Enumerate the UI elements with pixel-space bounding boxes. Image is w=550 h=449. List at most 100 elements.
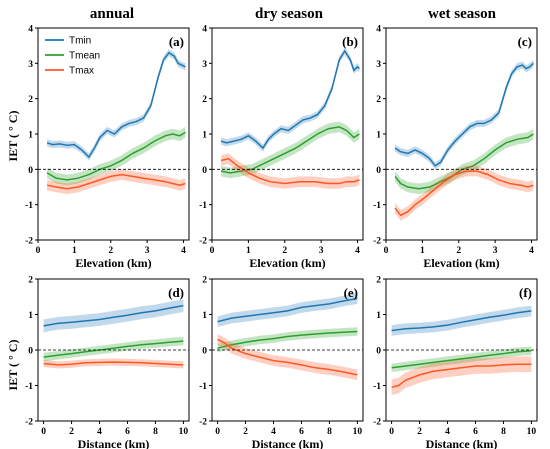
band-tmax [43,358,184,369]
x-tick-label: 3 [493,246,498,256]
x-axis-label: Distance (km) [252,437,324,449]
x-tick-label: 4 [529,246,534,256]
y-tick-label: 3 [28,60,33,70]
y-tick-label: -2 [373,237,381,247]
panel-label: (d) [168,285,184,300]
y-tick-label: -2 [25,237,33,247]
y-tick-label: -1 [199,201,207,211]
column-title-wet-season: wet season [428,6,497,22]
panel-label: (e) [344,285,358,300]
band-tmean [47,126,186,186]
x-axis-label: Distance (km) [426,437,498,449]
x-tick-label: 2 [69,427,74,437]
y-tick-label: 2 [28,95,33,105]
y-tick-label: -1 [373,382,381,392]
y-tick-label: 2 [28,276,33,286]
x-tick-label: 4 [271,427,276,437]
x-axis-label: Elevation (km) [423,256,499,270]
panel-b: -2 -1 0 1 2 3 4 0 1 2 3 4 Elevation (km) (b) [199,25,364,270]
x-tick-label: 0 [215,427,220,437]
x-tick-label: 0 [389,427,394,437]
y-tick-label: -1 [25,201,33,211]
series-line-tmax [46,173,186,190]
band-tmean [221,121,360,179]
band-tmax [47,169,186,195]
series-line-tmax [43,361,184,366]
series-line-tmin [217,297,358,323]
y-tick-label: -2 [199,237,207,247]
series-line-tmean [391,349,532,369]
y-tick-label: 3 [376,60,381,70]
y-tick-label: -2 [199,418,207,428]
panel-f: -2 -1 0 1 2 0 2 4 6 8 10 Distance (km) (f) [373,276,538,449]
x-tick-label: 3 [145,246,150,256]
column-title-annual: annual [90,6,134,22]
y-tick-label: 1 [202,131,207,141]
band-tmin [47,49,186,161]
y-tick-label: 3 [202,60,207,70]
series-line-tmean [217,330,358,349]
legend: Tmin Tmean Tmax [45,36,100,77]
x-tick-label: 1 [420,246,425,256]
y-tick-label: 0 [376,166,381,176]
series-line-tmin [46,51,186,159]
series-line-tmax [217,338,358,376]
y-tick-label: 0 [202,166,207,176]
x-tick-label: 2 [417,427,422,437]
panel-label: (f) [519,285,532,300]
x-tick-label: 2 [243,427,248,437]
series-line-tmax [220,157,360,185]
x-tick-label: 8 [501,427,506,437]
y-tick-label: 2 [202,95,207,105]
x-axis-label: Elevation (km) [249,256,325,270]
series-line-tmin [394,62,534,167]
x-tick-label: 0 [384,246,389,256]
x-tick-label: 4 [181,246,186,256]
y-tick-label: 1 [28,311,33,321]
y-tick-label: 1 [28,131,33,141]
y-tick-label: 0 [202,347,207,357]
legend-label-tmin: Tmin [69,36,91,47]
x-tick-label: 0 [210,246,215,256]
band-tmin [217,293,358,327]
x-tick-label: 1 [246,246,251,256]
band-tmean [395,128,534,195]
y-tick-label: 1 [202,311,207,321]
y-tick-label: 0 [28,166,33,176]
y-tick-label: 0 [28,347,33,357]
y-tick-label: 2 [376,95,381,105]
panel-e: -2 -1 0 1 2 0 2 4 6 8 10 Distance (km) (e) [199,276,364,449]
panel-c: -2 -1 0 1 2 3 4 0 1 2 3 4 Elevation (km) (c) [373,25,538,270]
band-tmin [391,305,532,336]
series-line-tmin [43,304,184,327]
x-tick-label: 2 [456,246,461,256]
y-tick-label: 4 [202,25,207,35]
band-tmin [395,59,534,170]
y-tick-label: 4 [28,25,33,35]
x-tick-label: 1 [72,246,77,256]
x-tick-label: 4 [355,246,360,256]
x-tick-label: 0 [36,246,41,256]
legend-label-tmax: Tmax [69,66,94,77]
y-tick-label: -1 [373,201,381,211]
band-tmin [43,299,184,333]
x-tick-label: 2 [282,246,287,256]
column-title-dry-season: dry season [255,6,324,22]
y-tick-label: 0 [376,347,381,357]
series-line-tmean [46,131,186,181]
y-tick-label: 1 [376,311,381,321]
panel-a: -2 -1 0 1 2 3 4 0 1 2 3 4 Elevation (km) (a) Tmin Tmean… [25,25,190,270]
x-axis-label: Distance (km) [78,437,150,449]
y-tick-label: -2 [25,418,33,428]
row-1-ylabel: IET ( ° C) [6,111,20,162]
y-tick-label: 4 [376,25,381,35]
y-tick-label: -1 [199,382,207,392]
x-tick-label: 10 [527,427,537,437]
x-tick-label: 10 [179,427,189,437]
x-tick-label: 8 [327,427,332,437]
panel-label: (a) [169,34,184,49]
series-line-tmax [391,363,532,389]
x-tick-label: 6 [299,427,304,437]
y-tick-label: 2 [202,276,207,286]
